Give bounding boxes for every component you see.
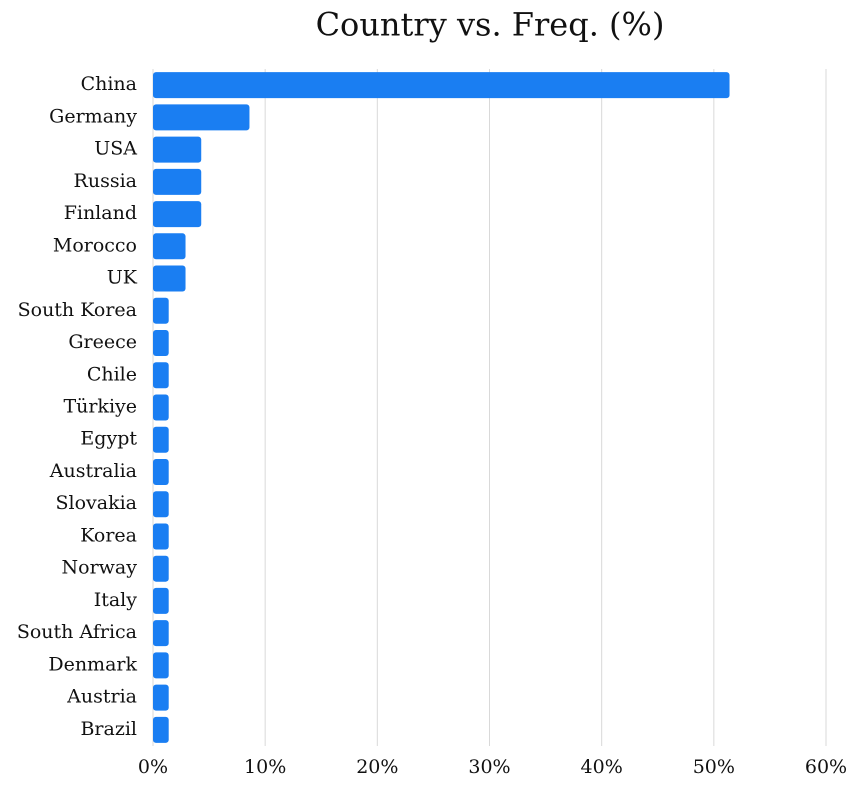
x-tick-label: 60% xyxy=(805,756,847,778)
x-tick-label: 10% xyxy=(244,756,286,778)
bar xyxy=(153,233,186,260)
bar xyxy=(153,297,169,324)
x-tick-label: 0% xyxy=(138,756,168,778)
y-tick-label: Germany xyxy=(49,105,137,127)
x-tick-label: 50% xyxy=(693,756,735,778)
bar xyxy=(153,426,169,453)
y-tick-label: South Africa xyxy=(17,621,137,643)
bar xyxy=(153,684,169,711)
bar xyxy=(153,362,169,389)
bar xyxy=(153,201,202,228)
y-tick-label: South Korea xyxy=(18,299,137,321)
y-tick-label: Russia xyxy=(74,170,137,192)
y-tick-label: Korea xyxy=(80,524,137,546)
bar xyxy=(153,136,202,163)
y-tick-label: Italy xyxy=(94,589,138,611)
y-tick-label: China xyxy=(81,73,137,95)
y-tick-label: Chile xyxy=(87,363,137,385)
bar xyxy=(153,523,169,550)
bar xyxy=(153,587,169,614)
bar xyxy=(153,555,169,582)
bar xyxy=(153,265,186,292)
bar xyxy=(153,458,169,485)
y-tick-label: Australia xyxy=(49,460,137,482)
y-tick-label: Denmark xyxy=(48,653,137,675)
bar xyxy=(153,652,169,679)
bar xyxy=(153,716,169,743)
bar xyxy=(153,491,169,518)
bar xyxy=(153,104,250,131)
y-tick-label: Türkiye xyxy=(63,396,137,418)
x-tick-label: 20% xyxy=(356,756,398,778)
y-tick-label: USA xyxy=(94,138,137,160)
y-tick-label: Morocco xyxy=(53,234,137,256)
y-tick-label: Egypt xyxy=(80,428,137,450)
y-tick-label: Slovakia xyxy=(55,492,137,514)
x-tick-label: 30% xyxy=(468,756,510,778)
chart-title: Country vs. Freq. (%) xyxy=(316,6,665,44)
bar xyxy=(153,330,169,357)
bar xyxy=(153,620,169,647)
y-tick-label: Brazil xyxy=(80,718,137,740)
y-tick-label: Norway xyxy=(62,557,138,579)
bar xyxy=(153,394,169,421)
x-tick-label: 40% xyxy=(581,756,623,778)
y-tick-label: Greece xyxy=(68,331,137,353)
bar xyxy=(153,168,202,195)
y-tick-label: UK xyxy=(107,267,138,289)
y-tick-label: Finland xyxy=(64,202,137,224)
bar xyxy=(153,72,730,99)
y-tick-label: Austria xyxy=(66,686,137,708)
